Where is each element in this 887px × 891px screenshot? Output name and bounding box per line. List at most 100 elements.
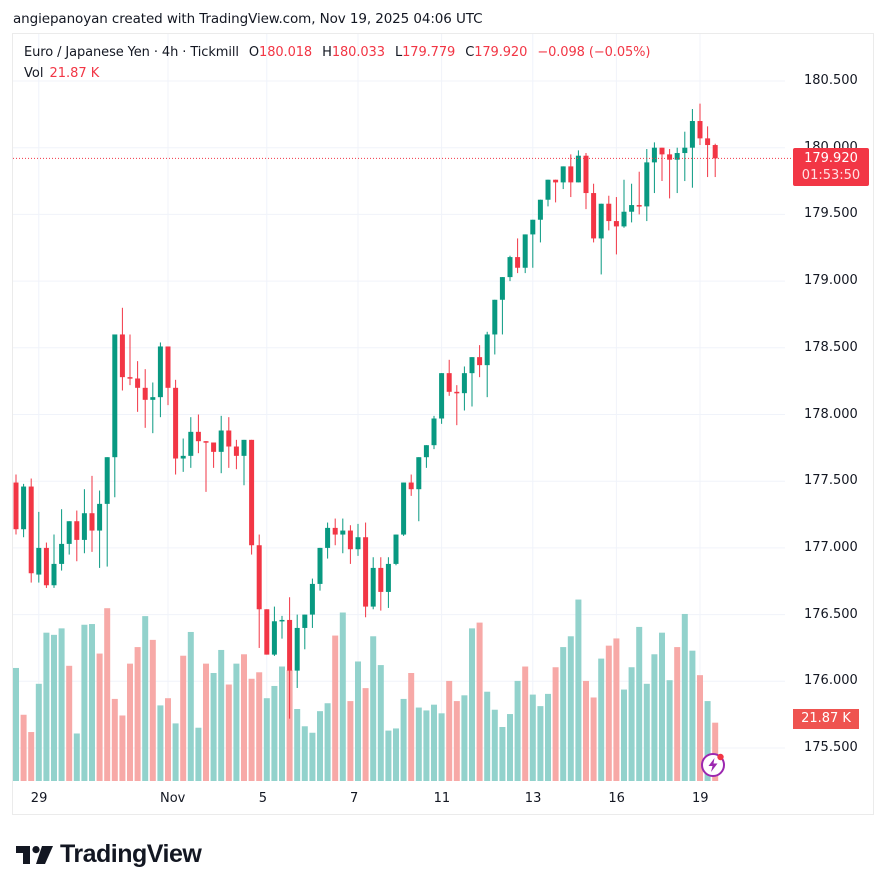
price-tick-label: 179.500	[804, 206, 858, 222]
volume-bar	[613, 638, 620, 781]
volume-bar	[119, 715, 126, 781]
symbol-label[interactable]: Euro / Japanese Yen · 4h · Tickmill	[24, 45, 239, 60]
last-price-value: 179.920	[804, 151, 858, 166]
volume-legend: Vol 21.87 K	[24, 66, 99, 81]
candle	[211, 442, 217, 452]
volume-bar	[514, 680, 521, 781]
candle	[439, 373, 445, 419]
candle	[104, 457, 110, 504]
volume-bar	[51, 634, 57, 781]
volume-bar	[377, 665, 384, 781]
volume-bar	[134, 647, 141, 781]
volume-bar	[256, 672, 263, 781]
time-tick-label: 19	[692, 791, 709, 806]
candle	[256, 545, 262, 610]
price-tick-label: 177.000	[804, 539, 858, 555]
candle	[89, 513, 95, 531]
volume-bar	[324, 703, 331, 781]
candle	[583, 155, 589, 194]
candle	[355, 537, 361, 550]
candle	[233, 446, 239, 456]
candle	[469, 357, 475, 374]
candle	[591, 193, 597, 239]
candle	[416, 457, 422, 490]
candle	[325, 527, 331, 548]
candle	[302, 614, 308, 628]
volume-bar	[575, 599, 582, 781]
tradingview-logo-icon	[16, 845, 53, 864]
volume-bar	[180, 655, 187, 781]
candle	[287, 619, 293, 671]
volume-bar	[469, 628, 475, 781]
low-value: 179.779	[402, 45, 456, 60]
candle	[401, 482, 407, 535]
open-label: O	[248, 45, 260, 60]
volume-bar	[385, 730, 392, 781]
volume-bar	[271, 685, 278, 781]
high-value: 180.033	[331, 45, 385, 60]
volume-label[interactable]: Vol	[24, 66, 44, 81]
volume-bar	[294, 709, 301, 781]
candle	[332, 527, 338, 535]
volume-bar	[476, 622, 483, 781]
lightning-icon[interactable]	[700, 752, 726, 778]
candle	[629, 205, 635, 212]
candle	[180, 455, 186, 459]
candle	[59, 543, 65, 564]
candle	[317, 547, 323, 584]
volume-bar	[248, 678, 255, 781]
volume-tag: 21.87 K	[793, 709, 859, 729]
volume-bar	[666, 680, 673, 781]
volume-bar	[461, 695, 468, 781]
candle	[606, 203, 612, 222]
volume-bar	[355, 661, 361, 781]
volume-bar	[301, 726, 308, 781]
volume-bar	[104, 608, 111, 781]
chart-credit: angiepanoyan created with TradingView.co…	[13, 11, 483, 27]
candle	[13, 482, 19, 530]
time-tick-label: Nov	[160, 791, 186, 806]
candle	[165, 346, 171, 388]
volume-bar	[408, 673, 415, 781]
candle	[218, 430, 224, 452]
candle	[682, 147, 688, 154]
volume-value: 21.87 K	[49, 66, 100, 81]
volume-bar	[111, 698, 118, 781]
candle	[454, 391, 460, 394]
candle	[705, 138, 711, 146]
volume-bar	[96, 653, 103, 781]
volume-bar	[712, 722, 719, 781]
candle	[461, 373, 467, 394]
candle	[28, 486, 34, 574]
volume-bar	[286, 670, 293, 781]
close-label: C	[465, 45, 475, 60]
tradingview-logo[interactable]: TradingView	[16, 840, 202, 869]
candle	[621, 211, 627, 227]
volume-bar	[446, 680, 453, 781]
volume-bar	[20, 714, 27, 781]
volume-bar	[81, 624, 88, 781]
candle	[112, 334, 118, 458]
candle	[431, 418, 437, 446]
candle	[271, 621, 277, 655]
candle	[537, 199, 543, 220]
time-tick-label: 7	[350, 791, 359, 806]
volume-bar	[203, 663, 209, 781]
candle	[150, 397, 156, 400]
candle	[74, 521, 80, 540]
last-price-tag: 179.920 01:53:50	[793, 148, 869, 186]
volume-bar	[674, 647, 681, 781]
close-value: 179.920	[474, 45, 528, 60]
volume-bar	[636, 626, 643, 781]
candle	[188, 431, 194, 456]
volume-bar	[537, 706, 544, 781]
volume-bar	[43, 632, 50, 781]
ohlc-legend: Euro / Japanese Yen · 4h · Tickmill O 180…	[24, 45, 650, 60]
volume-bar	[362, 688, 369, 781]
candle	[408, 482, 414, 490]
volume-bar	[127, 663, 133, 781]
candle	[644, 162, 650, 207]
candle	[423, 445, 429, 458]
candle	[385, 563, 391, 592]
